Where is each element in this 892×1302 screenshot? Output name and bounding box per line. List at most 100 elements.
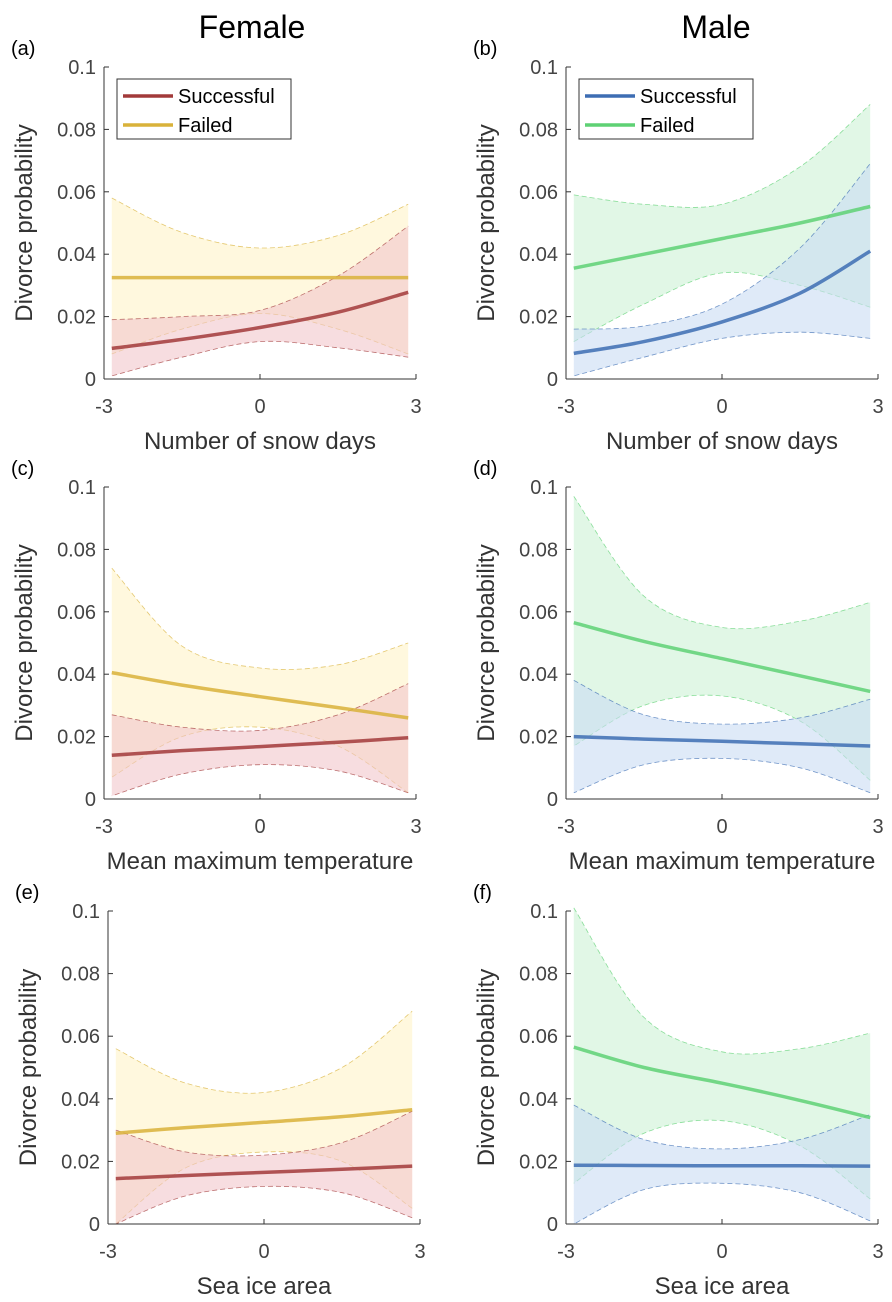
panel-d: 0 0.02 0.04 0.06 0.08 0.1 -3 0 3 Mean maximum tem… [473,458,884,875]
y-tick-label: 0.1 [68,477,96,499]
line-failed [111,670,409,720]
y-tick-label: 0.02 [519,1151,558,1173]
x-tick-label: 3 [410,816,421,838]
ci-band-failed [573,496,871,781]
y-tick-label: 0.06 [57,182,96,204]
ci-upper-failed [115,1010,413,1094]
x-axis-label: Sea ice area [655,1273,790,1300]
ci-upper-failed [111,567,409,670]
y-tick-label: 0.1 [72,901,100,923]
line-successful [111,736,409,758]
x-axis-label: Number of snow days [606,428,838,455]
x-tick-label: 0 [716,816,727,838]
ci-band-successful [573,163,871,376]
y-axis-label: Divorce probability [473,969,500,1166]
x-tick-label: -3 [557,1241,575,1263]
panel-letter: (e) [15,882,39,904]
legend-box [116,78,292,140]
y-tick-label: 0.08 [519,539,558,561]
y-tick-label: 0 [85,789,96,811]
y-tick-label: 0.04 [57,664,96,686]
y-tick-label: 0.04 [519,664,558,686]
ci-lower-successful [573,757,871,794]
line-failed [573,621,871,694]
panel-letter: (b) [473,38,497,60]
y-tick-label: 0.04 [519,244,558,266]
ci-lower-successful [111,764,409,797]
legend-label-successful: Successful [640,86,737,108]
column-title-male: Male [681,9,750,45]
legend-label-successful: Successful [178,86,275,108]
y-tick-label: 0.1 [530,901,558,923]
x-tick-label: 0 [716,1241,727,1263]
y-tick-label: 0.06 [519,182,558,204]
panel-b: 0 0.02 0.04 0.06 0.08 0.1 -3 0 3 Number of snow d… [473,38,884,455]
ci-upper-successful [573,1104,871,1150]
y-tick-label: 0.08 [57,539,96,561]
y-tick-label: 0.02 [61,1151,100,1173]
y-tick-label: 0.1 [530,57,558,79]
y-axis-label: Divorce probability [15,969,42,1166]
y-axis-label: Divorce probability [473,124,500,321]
ci-band-successful [573,680,871,793]
line-failed [573,1045,871,1120]
y-tick-label: 0.02 [519,727,558,749]
line-successful [115,1164,413,1181]
ci-upper-failed [573,496,871,630]
x-tick-label: -3 [99,1241,117,1263]
panel-e: 0 0.02 0.04 0.06 0.08 0.1 -3 0 3 Sea ice area Divo… [15,882,426,1300]
line-failed [115,1108,413,1135]
x-axis-label: Mean maximum temperature [107,848,414,875]
ci-upper-successful [111,225,409,321]
line-failed [573,204,871,270]
x-tick-label: 0 [254,396,265,418]
x-tick-label: 3 [872,816,883,838]
x-tick-label: -3 [95,396,113,418]
legend-box [578,78,754,140]
panel-letter: (a) [11,38,35,60]
ci-upper-failed [573,104,871,208]
y-tick-label: 0.08 [519,964,558,986]
ci-band-successful [111,683,409,796]
y-tick-label: 0.04 [61,1089,100,1111]
y-tick-label: 0 [547,789,558,811]
y-tick-label: 0.06 [61,1026,100,1048]
ci-upper-failed [573,907,871,1055]
y-tick-label: 0.08 [61,964,100,986]
panel-a: 0 0.02 0.04 0.06 0.08 0.1 -3 0 3 Number of snow d… [11,38,422,455]
ci-upper-failed [111,197,409,249]
y-tick-label: 0 [85,369,96,391]
y-tick-label: 0.08 [57,119,96,141]
y-tick-label: 0.06 [57,602,96,624]
y-tick-label: 0.04 [57,244,96,266]
ci-upper-successful [115,1110,413,1157]
panel-f: 0 0.02 0.04 0.06 0.08 0.1 -3 0 3 Sea ice area Divo… [473,882,884,1300]
ci-lower-successful [573,1182,871,1225]
x-axis-label: Sea ice area [197,1273,332,1300]
legend-label-failed: Failed [640,115,694,137]
y-tick-label: 0.1 [68,57,96,79]
x-tick-label: 0 [254,816,265,838]
ci-band-successful [115,1111,413,1224]
ci-band-failed [573,907,871,1199]
y-tick-label: 0.02 [519,307,558,329]
y-tick-label: 0.06 [519,1026,558,1048]
line-successful [573,249,872,356]
panel-letter: (c) [11,458,34,480]
y-tick-label: 0.08 [519,119,558,141]
panel-letter: (f) [473,882,492,904]
x-tick-label: 3 [872,396,883,418]
x-tick-label: 0 [716,396,727,418]
x-tick-label: -3 [557,816,575,838]
line-successful [573,1163,871,1168]
y-tick-label: 0.04 [519,1089,558,1111]
ci-lower-successful [573,331,871,377]
y-tick-label: 0.1 [530,477,558,499]
x-tick-label: 3 [414,1241,425,1263]
panel-letter: (d) [473,458,497,480]
y-tick-label: 0 [89,1214,100,1236]
y-tick-label: 0 [547,1214,558,1236]
y-axis-label: Divorce probability [11,544,38,741]
line-successful [573,734,871,748]
